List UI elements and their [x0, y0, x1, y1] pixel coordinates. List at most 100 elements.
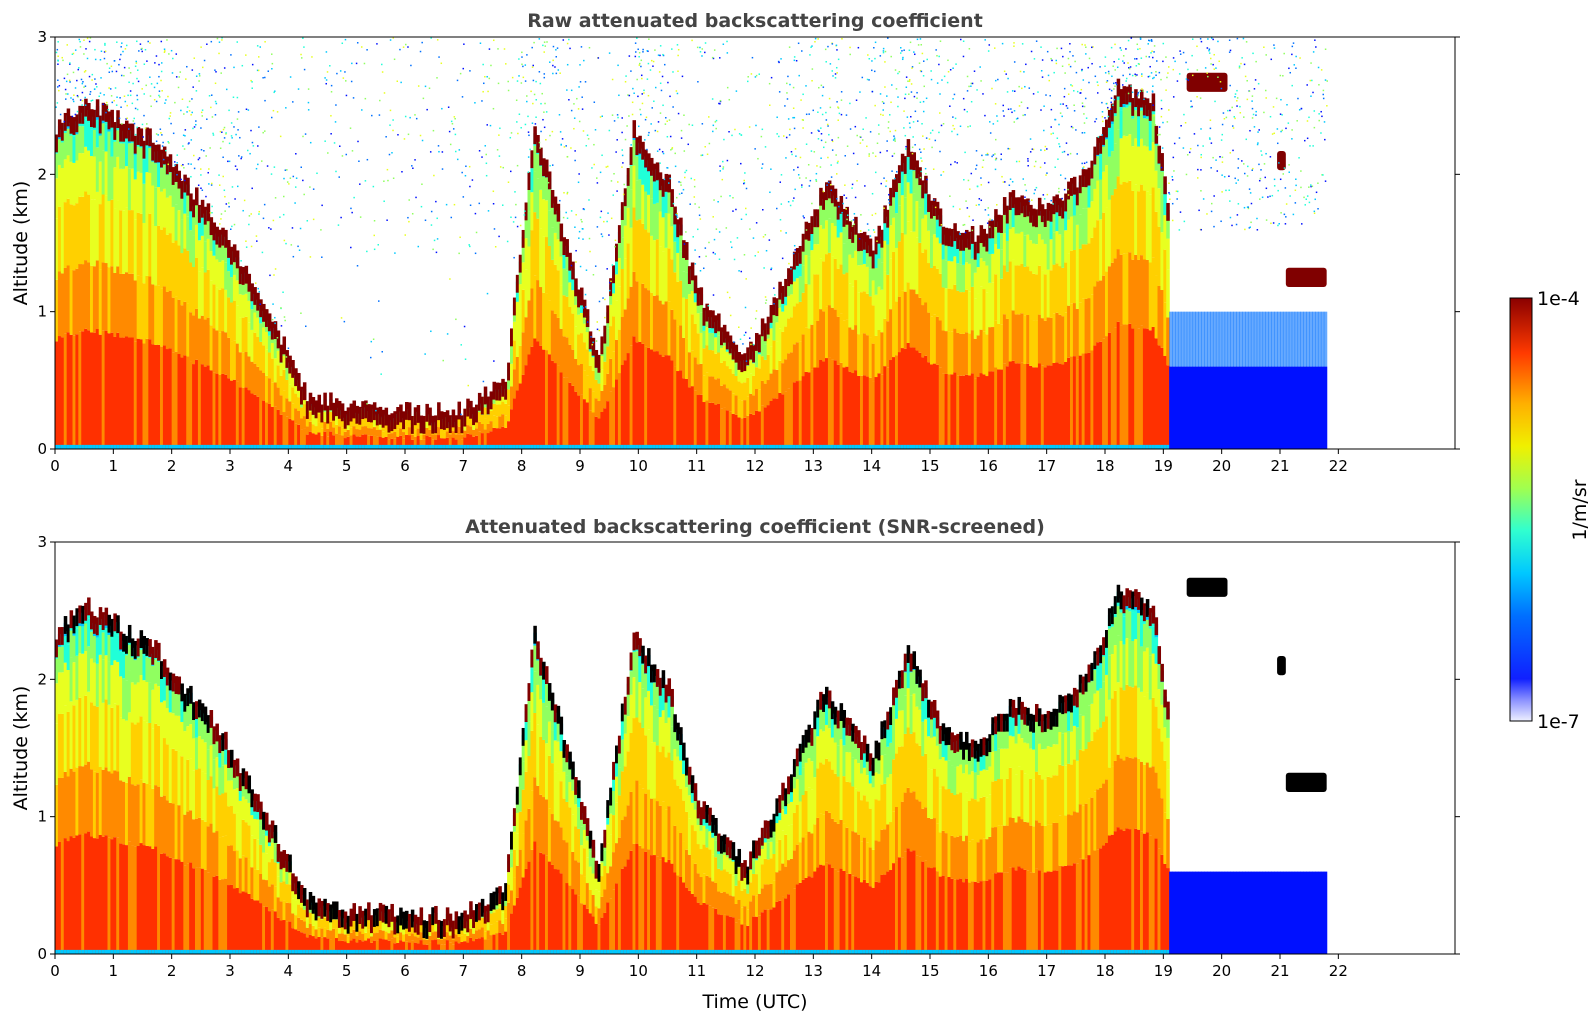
noise-speck	[77, 96, 79, 98]
heatmap-cell	[965, 229, 969, 248]
noise-speck	[801, 184, 803, 186]
heatmap-cell	[168, 348, 173, 449]
noise-speck	[573, 103, 575, 105]
heatmap-cell	[203, 319, 208, 367]
heatmap-cell	[200, 364, 205, 449]
noise-speck	[894, 140, 896, 142]
noise-speck	[1190, 100, 1192, 102]
noise-speck	[83, 71, 86, 73]
heatmap-cell	[1087, 352, 1092, 449]
heatmap-cell	[84, 98, 88, 117]
noise-speck	[821, 113, 824, 116]
noise-speck	[851, 187, 853, 189]
heatmap-cell	[868, 337, 873, 378]
heatmap-cell	[848, 254, 852, 284]
heatmap-cell	[708, 444, 712, 449]
heatmap-cell	[259, 323, 263, 342]
noise-speck	[387, 179, 389, 182]
heatmap-cell	[970, 444, 975, 449]
heatmap-cell	[55, 218, 59, 280]
heatmap-cell	[1154, 125, 1159, 144]
heatmap-cell	[349, 420, 354, 428]
heatmap-cell	[1268, 311, 1272, 367]
heatmap-cell	[1119, 184, 1124, 255]
heatmap-cell	[323, 444, 327, 449]
noise-speck	[474, 212, 477, 215]
heatmap-cell	[1040, 365, 1045, 449]
heatmap-cell	[664, 444, 669, 449]
noise-speck	[1002, 104, 1004, 107]
noise-speck	[62, 59, 64, 62]
heatmap-cell	[133, 280, 138, 342]
heatmap-cell	[679, 444, 683, 449]
heatmap-cell	[276, 330, 281, 349]
noise-speck	[747, 80, 749, 83]
heatmap-cell	[419, 415, 424, 434]
heatmap-cell	[90, 156, 94, 200]
heatmap-cell	[1145, 259, 1150, 329]
heatmap-cell	[1134, 325, 1138, 449]
heatmap-cell	[650, 157, 654, 176]
heatmap-cell	[256, 292, 260, 311]
noise-speck	[156, 82, 159, 85]
heatmap-cell	[819, 225, 823, 259]
heatmap-cell	[440, 444, 444, 449]
heatmap-cell	[477, 444, 482, 449]
noise-speck	[208, 168, 210, 170]
heatmap-cell	[495, 404, 499, 417]
heatmap-cell	[962, 292, 966, 334]
heatmap-cell	[273, 382, 278, 407]
heatmap-cell	[256, 305, 260, 318]
heatmap-cell	[635, 137, 639, 156]
noise-speck	[659, 162, 661, 164]
heatmap-cell	[851, 240, 855, 258]
noise-speck	[1131, 91, 1134, 94]
heatmap-cell	[927, 444, 931, 449]
noise-speck	[103, 57, 106, 60]
heatmap-cell	[714, 353, 718, 380]
heatmap-cell	[556, 239, 561, 271]
heatmap-cell	[247, 287, 252, 301]
heatmap-cell	[699, 300, 704, 313]
heatmap-cell	[130, 210, 135, 274]
heatmap-cell	[498, 382, 502, 401]
noise-speck	[714, 121, 717, 123]
noise-speck	[248, 223, 250, 226]
noise-speck	[1306, 84, 1308, 86]
heatmap-cell	[136, 171, 141, 213]
noise-speck	[1308, 186, 1310, 188]
noise-speck	[920, 170, 922, 173]
noise-speck	[334, 121, 337, 123]
heatmap-cell	[556, 220, 561, 240]
heatmap-cell	[924, 175, 928, 194]
heatmap-cell	[282, 369, 287, 391]
heatmap-cell	[763, 359, 768, 384]
heatmap-cell	[682, 240, 686, 259]
heatmap-cell	[795, 342, 800, 382]
heatmap-cell	[232, 379, 237, 449]
heatmap-cell	[1122, 444, 1127, 449]
heatmap-cell	[530, 444, 534, 449]
noise-speck	[160, 79, 162, 82]
heatmap-cell	[609, 358, 613, 392]
heatmap-cell	[364, 444, 368, 449]
heatmap-cell	[959, 375, 963, 449]
noise-speck	[675, 213, 677, 216]
heatmap-cell	[95, 119, 100, 148]
heatmap-cell	[119, 168, 123, 211]
noise-speck	[430, 224, 433, 226]
heatmap-cell	[262, 327, 266, 346]
noise-speck	[195, 75, 198, 77]
noise-speck	[652, 65, 654, 67]
heatmap-cell	[399, 435, 403, 449]
heatmap-cell	[311, 397, 316, 415]
noise-speck	[488, 48, 491, 50]
noise-speck	[1031, 148, 1034, 150]
noise-speck	[270, 116, 273, 119]
noise-speck	[1141, 88, 1143, 90]
heatmap-cell	[288, 444, 292, 449]
noise-speck	[882, 51, 885, 54]
noise-speck	[305, 325, 307, 328]
heatmap-cell	[784, 391, 788, 449]
heatmap-cell	[501, 414, 505, 427]
